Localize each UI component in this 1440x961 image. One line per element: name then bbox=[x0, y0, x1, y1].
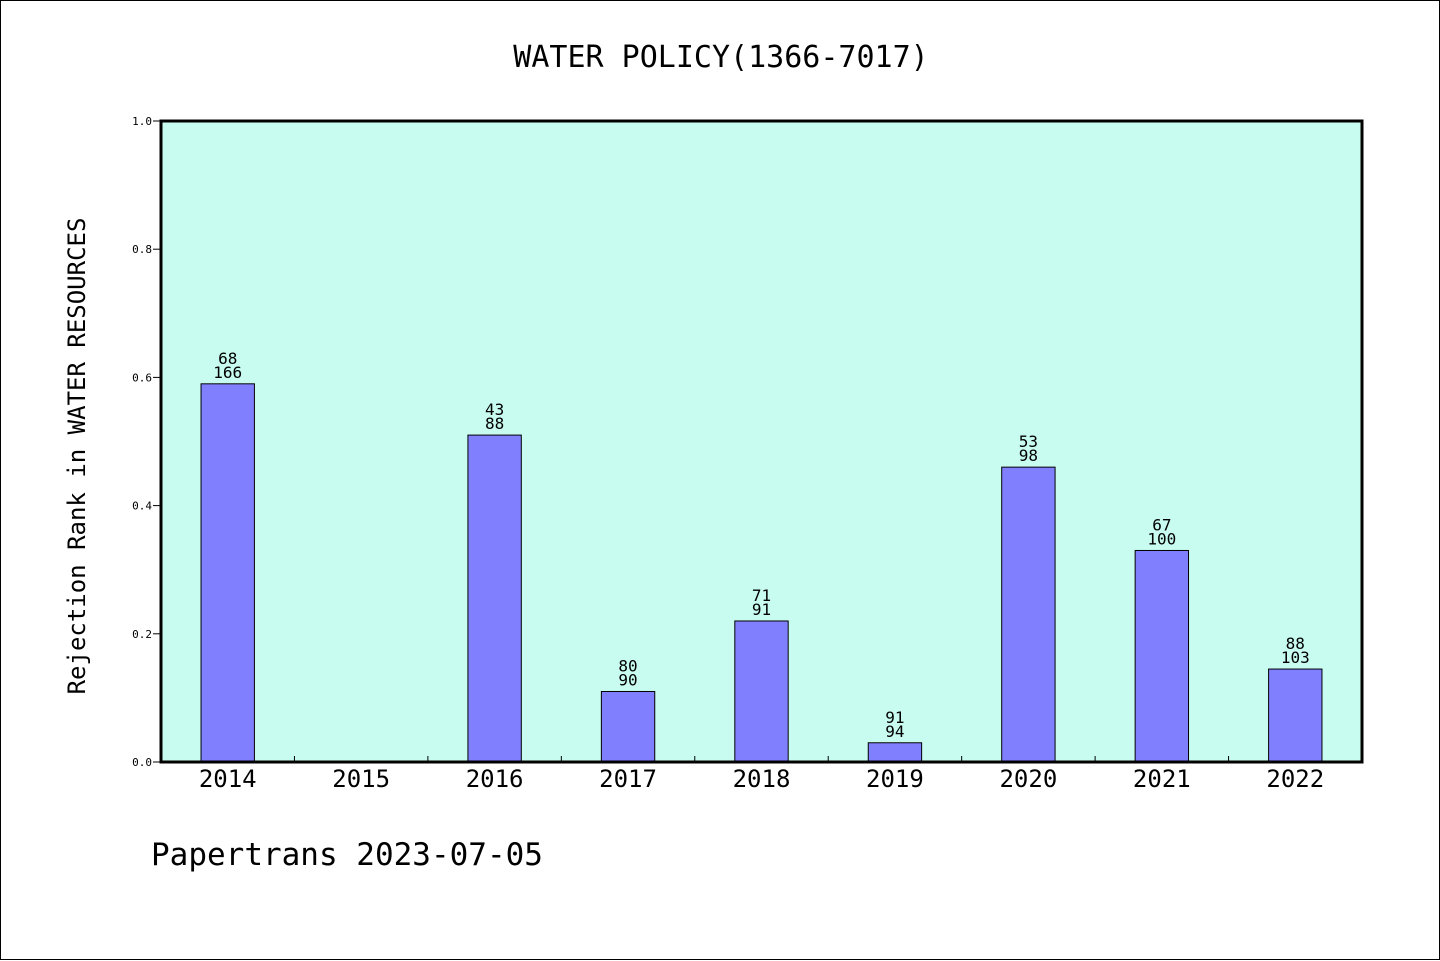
data-label-bottom: 94 bbox=[885, 722, 904, 741]
y-tick-label: 0.0 bbox=[132, 756, 152, 769]
y-tick-label: 0.6 bbox=[132, 371, 152, 384]
bar bbox=[600, 690, 656, 763]
y-tick-label: 0.4 bbox=[132, 500, 152, 513]
bar bbox=[467, 434, 522, 763]
data-label-top: 91 bbox=[885, 708, 904, 727]
bar bbox=[1134, 549, 1190, 763]
x-tick-label: 2016 bbox=[466, 765, 524, 793]
bar bbox=[1001, 466, 1056, 763]
data-label-bottom: 100 bbox=[1147, 529, 1176, 548]
x-tick-label: 2021 bbox=[1133, 765, 1191, 793]
data-label-top: 43 bbox=[485, 400, 504, 419]
x-tick-label: 2022 bbox=[1266, 765, 1324, 793]
data-label-top: 71 bbox=[752, 586, 771, 605]
data-label-bottom: 90 bbox=[618, 670, 637, 689]
x-tick-label: 2020 bbox=[999, 765, 1057, 793]
bar bbox=[734, 620, 789, 763]
footer-text: Papertrans 2023-07-05 bbox=[151, 837, 543, 873]
data-label-top: 53 bbox=[1019, 432, 1038, 451]
data-label-top: 67 bbox=[1152, 515, 1171, 534]
data-label-bottom: 88 bbox=[485, 414, 504, 433]
bar bbox=[1268, 668, 1323, 763]
x-axis-ticks: 2014 2015 2016 2017 2018 2019 2020 2021 2022 bbox=[199, 756, 1324, 793]
y-axis-label: Rejection Rank in WATER RESOURCES bbox=[63, 218, 91, 695]
x-tick-label: 2014 bbox=[199, 765, 257, 793]
bar bbox=[867, 742, 923, 763]
data-label-bottom: 166 bbox=[213, 363, 242, 382]
data-label-top: 80 bbox=[618, 656, 637, 675]
bar bbox=[200, 383, 255, 763]
y-tick-label: 0.8 bbox=[132, 243, 152, 256]
x-tick-label: 2019 bbox=[866, 765, 924, 793]
plot-border bbox=[159, 119, 1364, 764]
y-tick-label: 0.2 bbox=[132, 628, 152, 641]
data-label-bottom: 91 bbox=[752, 600, 771, 619]
data-label-bottom: 98 bbox=[1019, 446, 1038, 465]
y-axis-ticks: 0.0 0.2 0.4 0.6 0.8 1.0 bbox=[132, 115, 161, 769]
x-tick-label: 2017 bbox=[599, 765, 657, 793]
x-tick-label: 2015 bbox=[332, 765, 390, 793]
data-label-bottom: 103 bbox=[1281, 648, 1310, 667]
x-tick-label: 2018 bbox=[733, 765, 791, 793]
data-label-top: 88 bbox=[1286, 634, 1305, 653]
data-label-top: 68 bbox=[218, 349, 237, 368]
y-tick-label: 1.0 bbox=[132, 115, 152, 128]
chart-title: WATER POLICY(1366-7017) bbox=[513, 40, 928, 75]
